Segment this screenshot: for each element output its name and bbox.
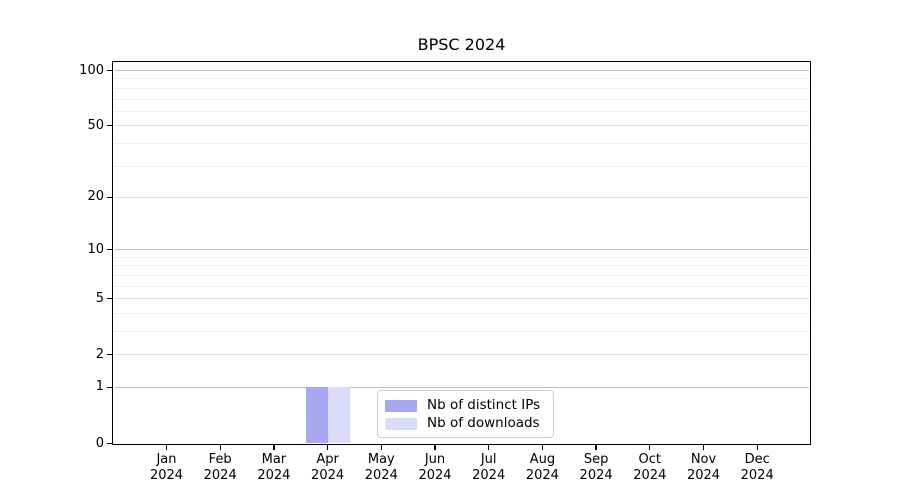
x-tick-year: 2024 <box>203 467 237 483</box>
x-tick-label-jul: Jul 2024 <box>456 452 522 483</box>
x-tick-label-sep: Sep 2024 <box>563 452 629 483</box>
x-tick-month: May <box>367 452 395 467</box>
x-tick-year: 2024 <box>311 467 345 483</box>
chart-title: BPSC 2024 <box>417 35 506 54</box>
x-tick-mar <box>273 445 275 450</box>
x-tick-label-nov: Nov 2024 <box>671 452 737 483</box>
y-tick-label-0: 0 <box>95 435 104 451</box>
y-tick-label-50: 50 <box>87 117 104 133</box>
x-tick-sep <box>595 445 597 450</box>
x-tick-label-oct: Oct 2024 <box>617 452 683 483</box>
x-tick-year: 2024 <box>740 467 774 483</box>
x-tick-year: 2024 <box>686 467 721 483</box>
y-tick-label-20: 20 <box>87 189 104 205</box>
legend-item-distinct-ips: Nb of distinct IPs <box>385 397 545 414</box>
y-tick-label-5: 5 <box>95 290 104 306</box>
legend-swatch-distinct-ips-icon <box>385 399 417 412</box>
x-tick-year: 2024 <box>418 467 452 483</box>
x-tick-label-may: May 2024 <box>348 452 414 483</box>
x-tick-apr <box>326 445 329 450</box>
x-tick-month: Mar <box>261 452 287 467</box>
x-tick-nov <box>702 445 705 450</box>
x-tick-may <box>380 445 382 450</box>
x-tick-year: 2024 <box>364 467 398 483</box>
x-tick-label-jun: Jun 2024 <box>402 452 468 483</box>
x-tick-year: 2024 <box>257 467 291 483</box>
x-tick-month: Apr <box>316 452 339 467</box>
x-tick-month: Oct <box>638 452 662 467</box>
x-tick-aug <box>541 445 544 450</box>
x-tick-label-aug: Aug 2024 <box>509 452 575 483</box>
x-tick-month: Aug <box>529 452 556 467</box>
x-tick-jun <box>434 445 436 450</box>
x-tick-dec <box>756 445 758 450</box>
x-tick-year: 2024 <box>579 467 613 483</box>
x-tick-month: Sep <box>583 452 609 467</box>
x-tick-month: Dec <box>744 452 770 467</box>
x-tick-jul <box>488 445 490 450</box>
y-tick-label-100: 100 <box>79 62 104 78</box>
plot-border <box>112 61 811 445</box>
x-tick-label-dec: Dec 2024 <box>724 452 790 483</box>
y-tick-label-10: 10 <box>87 241 104 257</box>
legend-label-downloads: Nb of downloads <box>427 415 540 431</box>
x-tick-year: 2024 <box>472 467 506 483</box>
x-tick-month: Jul <box>480 452 497 467</box>
x-tick-label-jan: Jan 2024 <box>134 452 200 483</box>
x-tick-year: 2024 <box>149 467 184 483</box>
y-tick-label-2: 2 <box>95 346 104 362</box>
x-tick-year: 2024 <box>525 467 559 483</box>
x-tick-feb <box>219 445 221 450</box>
x-tick-month: Jun <box>424 452 446 467</box>
x-tick-jan <box>165 445 168 450</box>
x-tick-label-apr: Apr 2024 <box>295 452 361 483</box>
legend: Nb of distinct IPs Nb of downloads <box>377 390 554 438</box>
y-tick-label-1: 1 <box>95 379 104 395</box>
x-tick-label-mar: Mar 2024 <box>241 452 307 483</box>
x-tick-month: Feb <box>208 452 232 467</box>
x-tick-month: Nov <box>690 452 717 467</box>
x-tick-oct <box>649 445 651 450</box>
legend-item-downloads: Nb of downloads <box>385 415 545 432</box>
legend-label-distinct-ips: Nb of distinct IPs <box>427 397 541 413</box>
x-tick-year: 2024 <box>633 467 667 483</box>
legend-swatch-downloads-icon <box>385 417 417 430</box>
x-tick-label-feb: Feb 2024 <box>187 452 253 483</box>
x-tick-month: Jan <box>156 452 177 467</box>
